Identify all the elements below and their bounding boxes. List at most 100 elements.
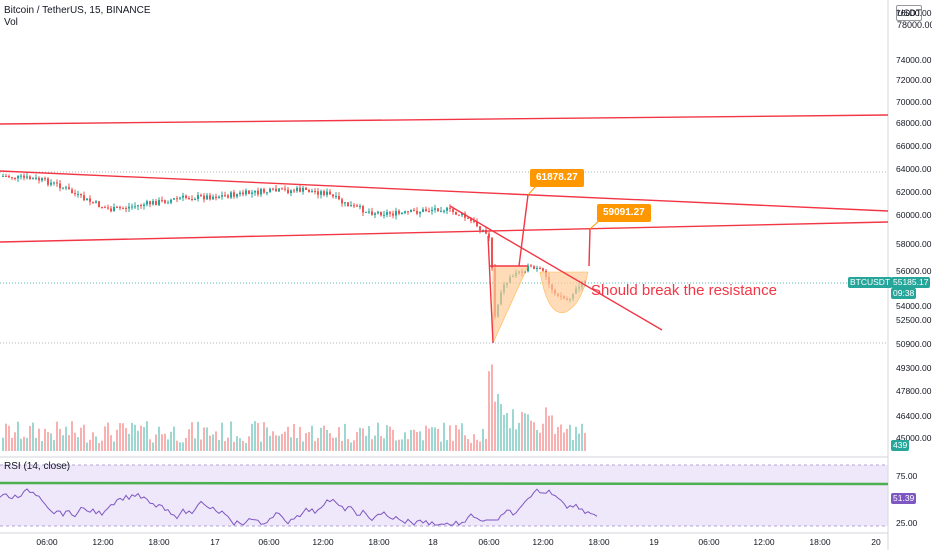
candle-body bbox=[275, 188, 277, 192]
volume-bar bbox=[47, 432, 49, 451]
candle-body bbox=[104, 207, 106, 209]
candle-body bbox=[452, 208, 454, 213]
volume-bar bbox=[59, 428, 61, 451]
volume-bar bbox=[449, 425, 451, 451]
time-axis-label: 18:00 bbox=[148, 537, 170, 547]
candle-body bbox=[404, 211, 406, 214]
volume-bar bbox=[425, 425, 427, 451]
volume-bar bbox=[338, 427, 340, 451]
symbol-tag: BTCUSDT bbox=[848, 277, 893, 288]
volume-bar bbox=[23, 436, 25, 451]
volume-bar bbox=[569, 424, 571, 451]
volume-bar bbox=[320, 427, 322, 451]
candle-body bbox=[470, 218, 472, 221]
candle-body bbox=[101, 206, 103, 208]
volume-bar bbox=[11, 437, 13, 451]
candle-body bbox=[416, 211, 418, 214]
candle-body bbox=[74, 193, 76, 195]
candle-body bbox=[41, 178, 43, 181]
callout-61878[interactable]: 61878.27 bbox=[530, 169, 584, 187]
volume-bar bbox=[347, 438, 349, 451]
candle-body bbox=[311, 190, 313, 193]
candle-body bbox=[386, 212, 388, 215]
last-price-tag: 55185.17 bbox=[891, 277, 931, 288]
volume-bar bbox=[230, 421, 232, 451]
volume-bar bbox=[137, 430, 139, 451]
candle-body bbox=[218, 196, 220, 199]
time-axis-label: 18:00 bbox=[588, 537, 610, 547]
volume-bar bbox=[44, 428, 46, 451]
volume-bar bbox=[539, 432, 541, 451]
volume-bar bbox=[263, 422, 265, 451]
candle-body bbox=[380, 211, 382, 216]
candle-body bbox=[248, 190, 250, 194]
volume-bar bbox=[125, 428, 127, 451]
volume-bar bbox=[365, 435, 367, 451]
candle-body bbox=[338, 196, 340, 200]
candle-body bbox=[455, 212, 457, 215]
volume-bar bbox=[326, 430, 328, 451]
volume-bar bbox=[386, 425, 388, 451]
candle-body bbox=[170, 199, 172, 203]
time-axis-label: 12:00 bbox=[312, 537, 334, 547]
time-axis-label: 06:00 bbox=[478, 537, 500, 547]
volume-bar bbox=[395, 440, 397, 451]
candle-body bbox=[227, 195, 229, 198]
time-axis-label: 17 bbox=[210, 537, 220, 547]
candle-body bbox=[443, 210, 445, 212]
candle-body bbox=[185, 195, 187, 198]
volume-bar bbox=[551, 415, 553, 451]
candle-body bbox=[107, 207, 109, 209]
candle-body bbox=[182, 195, 184, 198]
volume-bar bbox=[113, 441, 115, 451]
candle-body bbox=[239, 192, 241, 195]
volume-legend[interactable]: Vol bbox=[4, 17, 18, 28]
volume-bar bbox=[359, 427, 361, 451]
volume-bar bbox=[134, 424, 136, 451]
candle-body bbox=[362, 206, 364, 213]
candle-body bbox=[11, 177, 13, 179]
volume-bar bbox=[248, 436, 250, 451]
rsi-legend[interactable]: RSI (14, close) bbox=[4, 461, 71, 472]
volume-bar bbox=[575, 426, 577, 451]
rsi-upper-label: 75.00 bbox=[896, 471, 918, 481]
annotation-text[interactable]: Should break the resistance bbox=[591, 282, 777, 299]
candle-body bbox=[539, 267, 541, 269]
volume-bar bbox=[155, 434, 157, 451]
candle-body bbox=[194, 199, 196, 201]
candle-body bbox=[431, 209, 433, 212]
volume-bar bbox=[479, 441, 481, 451]
volume-bar bbox=[332, 437, 334, 451]
candle-body bbox=[533, 266, 535, 269]
volume-bar bbox=[140, 425, 142, 451]
volume-bar bbox=[188, 429, 190, 451]
time-axis-label: 20 bbox=[871, 537, 881, 547]
symbol-legend[interactable]: Bitcoin / TetherUS, 15, BINANCE bbox=[4, 5, 151, 16]
volume-bar bbox=[242, 440, 244, 451]
time-axis-label: 18 bbox=[428, 537, 438, 547]
volume-bar bbox=[371, 439, 373, 451]
volume-bar bbox=[143, 427, 145, 451]
volume-bar bbox=[512, 409, 514, 451]
volume-bar bbox=[452, 440, 454, 451]
volume-bar bbox=[584, 432, 586, 451]
candle-body bbox=[50, 182, 52, 185]
time-axis-label: 18:00 bbox=[368, 537, 390, 547]
volume-bar bbox=[218, 439, 220, 451]
candle-body bbox=[368, 211, 370, 213]
volume-bar bbox=[128, 433, 130, 451]
price-axis-label: 60000.00 bbox=[896, 210, 932, 220]
time-axis-label: 19 bbox=[649, 537, 659, 547]
volume-bar bbox=[2, 437, 4, 451]
callout-59091[interactable]: 59091.27 bbox=[597, 204, 651, 222]
volume-bar bbox=[245, 442, 247, 451]
volume-bar bbox=[572, 439, 574, 451]
time-axis-label: 06:00 bbox=[258, 537, 280, 547]
candle-body bbox=[320, 191, 322, 195]
candle-body bbox=[71, 189, 73, 194]
volume-bar bbox=[296, 438, 298, 451]
currency-button[interactable]: USDT bbox=[896, 5, 922, 21]
candle-body bbox=[479, 226, 481, 231]
volume-bar bbox=[368, 426, 370, 451]
